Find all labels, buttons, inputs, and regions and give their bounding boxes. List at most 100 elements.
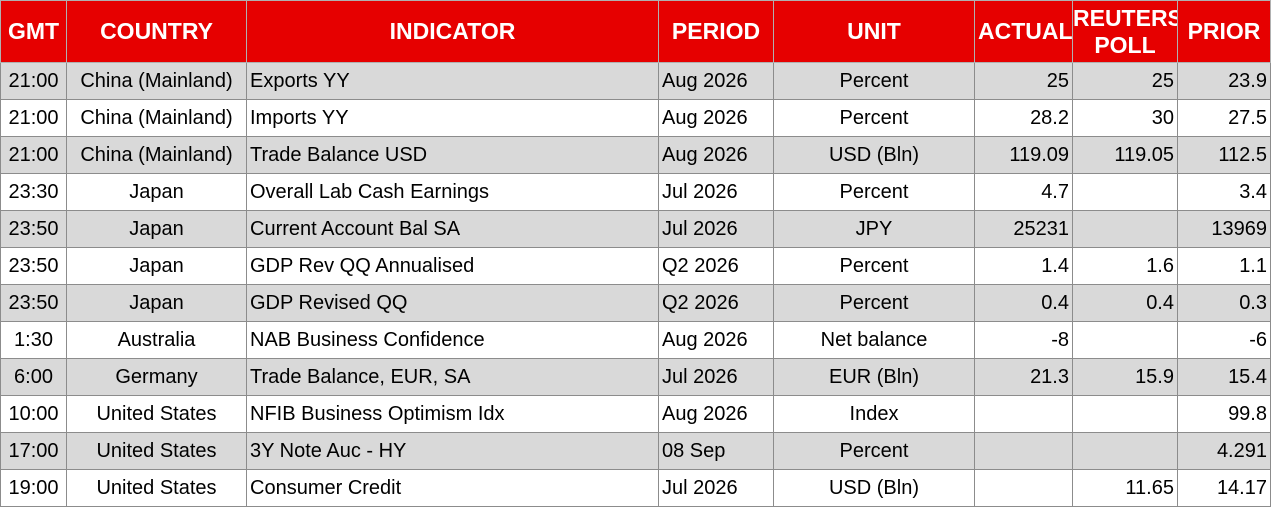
cell-country: Japan [66,284,247,322]
cell-period: Aug 2026 [658,136,774,174]
cell-country: United States [66,469,247,507]
cell-period: Q2 2026 [658,284,774,322]
table-row: 23:50 Japan GDP Rev QQ Annualised Q2 2026 Pe… [0,247,1271,285]
cell-unit: Percent [773,284,975,322]
cell-actual: -8 [974,321,1073,359]
cell-indicator: Imports YY [246,99,659,137]
table-row: 23:50 Japan Current Account Bal SA Jul 2026… [0,210,1271,248]
cell-unit: EUR (Bln) [773,358,975,396]
cell-gmt: 17:00 [0,432,67,470]
header-period: PERIOD [658,0,774,63]
cell-indicator: GDP Rev QQ Annualised [246,247,659,285]
cell-unit: Percent [773,247,975,285]
cell-unit: Percent [773,432,975,470]
table-row: 23:30 Japan Overall Lab Cash Earnings Jul 2… [0,173,1271,211]
cell-prior: 14.17 [1177,469,1271,507]
cell-reuters-poll: 1.6 [1072,247,1178,285]
table-row: 21:00 China (Mainland) Trade Balance USD Au… [0,136,1271,174]
cell-unit: JPY [773,210,975,248]
table-body: 21:00 China (Mainland) Exports YY Aug 2026 P… [0,62,1271,507]
cell-gmt: 21:00 [0,99,67,137]
cell-prior: 15.4 [1177,358,1271,396]
cell-country: United States [66,432,247,470]
cell-indicator: Exports YY [246,62,659,100]
table-row: 1:30 Australia NAB Business Confidence Aug … [0,321,1271,359]
cell-actual: 21.3 [974,358,1073,396]
cell-reuters-poll: 15.9 [1072,358,1178,396]
cell-gmt: 21:00 [0,62,67,100]
cell-actual [974,432,1073,470]
cell-indicator: Trade Balance, EUR, SA [246,358,659,396]
cell-actual: 28.2 [974,99,1073,137]
cell-indicator: 3Y Note Auc - HY [246,432,659,470]
cell-indicator: NAB Business Confidence [246,321,659,359]
cell-gmt: 21:00 [0,136,67,174]
table-row: 6:00 Germany Trade Balance, EUR, SA Jul 202… [0,358,1271,396]
cell-gmt: 23:50 [0,284,67,322]
cell-prior: 13969 [1177,210,1271,248]
cell-country: Japan [66,247,247,285]
table-row: 10:00 United States NFIB Business Optimism… [0,395,1271,433]
cell-unit: USD (Bln) [773,469,975,507]
cell-prior: 1.1 [1177,247,1271,285]
cell-actual: 4.7 [974,173,1073,211]
cell-indicator: Trade Balance USD [246,136,659,174]
cell-actual: 25231 [974,210,1073,248]
table-row: 23:50 Japan GDP Revised QQ Q2 2026 Percent 0.… [0,284,1271,322]
cell-reuters-poll: 25 [1072,62,1178,100]
cell-actual [974,469,1073,507]
cell-prior: 99.8 [1177,395,1271,433]
cell-actual: 0.4 [974,284,1073,322]
cell-actual: 1.4 [974,247,1073,285]
cell-country: Japan [66,210,247,248]
cell-reuters-poll [1072,432,1178,470]
cell-indicator: NFIB Business Optimism Idx [246,395,659,433]
cell-period: Aug 2026 [658,99,774,137]
cell-prior: -6 [1177,321,1271,359]
cell-gmt: 23:30 [0,173,67,211]
cell-unit: USD (Bln) [773,136,975,174]
cell-period: Jul 2026 [658,358,774,396]
cell-reuters-poll: 11.65 [1072,469,1178,507]
table-row: 21:00 China (Mainland) Exports YY Aug 2026 P… [0,62,1271,100]
cell-indicator: Current Account Bal SA [246,210,659,248]
header-row: GMT COUNTRY INDICATOR PERIOD UNIT ACTUAL… [0,0,1271,63]
cell-gmt: 1:30 [0,321,67,359]
cell-prior: 0.3 [1177,284,1271,322]
header-unit: UNIT [773,0,975,63]
cell-indicator: GDP Revised QQ [246,284,659,322]
cell-unit: Index [773,395,975,433]
header-reuters-poll: REUTERS POLL [1072,0,1178,63]
cell-gmt: 10:00 [0,395,67,433]
cell-gmt: 6:00 [0,358,67,396]
cell-period: 08 Sep [658,432,774,470]
cell-period: Aug 2026 [658,321,774,359]
cell-country: Germany [66,358,247,396]
cell-country: China (Mainland) [66,99,247,137]
cell-reuters-poll [1072,210,1178,248]
cell-gmt: 23:50 [0,247,67,285]
table-row: 19:00 United States Consumer Credit Jul 202… [0,469,1271,507]
cell-reuters-poll: 30 [1072,99,1178,137]
cell-reuters-poll: 0.4 [1072,284,1178,322]
cell-actual: 119.09 [974,136,1073,174]
cell-reuters-poll [1072,321,1178,359]
cell-reuters-poll [1072,173,1178,211]
cell-prior: 23.9 [1177,62,1271,100]
cell-country: United States [66,395,247,433]
header-gmt: GMT [0,0,67,63]
cell-prior: 3.4 [1177,173,1271,211]
table-row: 17:00 United States 3Y Note Auc - HY 08 Sep… [0,432,1271,470]
cell-unit: Percent [773,173,975,211]
cell-unit: Net balance [773,321,975,359]
cell-country: China (Mainland) [66,136,247,174]
header-reuters-line1: REUTERS [1073,5,1178,32]
cell-prior: 112.5 [1177,136,1271,174]
table-row: 21:00 China (Mainland) Imports YY Aug 2026 P… [0,99,1271,137]
cell-period: Aug 2026 [658,395,774,433]
cell-prior: 4.291 [1177,432,1271,470]
cell-reuters-poll: 119.05 [1072,136,1178,174]
cell-country: Australia [66,321,247,359]
cell-reuters-poll [1072,395,1178,433]
